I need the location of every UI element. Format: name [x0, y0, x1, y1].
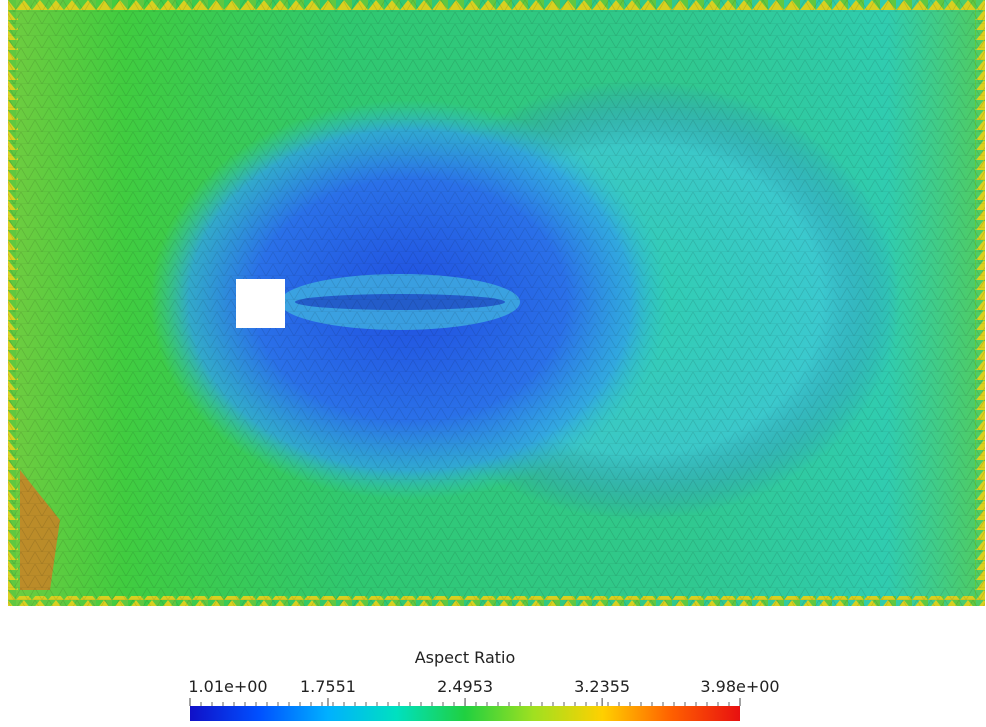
mesh	[8, 0, 985, 606]
obstacle	[236, 279, 285, 328]
mesh-grid	[8, 0, 985, 606]
tick-label: 2.4953	[437, 677, 493, 696]
color-legend: Aspect Ratio 1.01e+00 1.7551 2.4953 3.2355 3…	[188, 648, 780, 721]
tick-label: 3.98e+00	[700, 677, 779, 696]
tick-label: 1.7551	[300, 677, 356, 696]
tick-label: 1.01e+00	[188, 677, 267, 696]
legend-title: Aspect Ratio	[415, 648, 516, 667]
color-bar	[190, 706, 740, 721]
tick-label: 3.2355	[574, 677, 630, 696]
